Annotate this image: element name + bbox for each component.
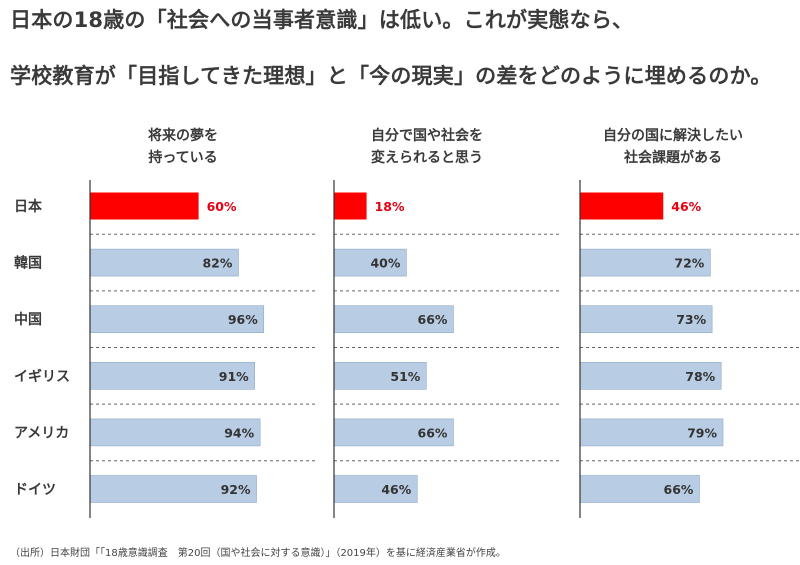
value-label: 66% [418,425,448,440]
value-label: 46% [671,199,701,214]
bar [89,305,265,334]
bar [333,361,427,390]
bar [580,192,664,220]
value-label: 66% [418,312,448,327]
headline-line-2: 学校教育が「目指してきた理想」と「今の現実」の差をどのように埋めるのか。 [10,64,772,88]
value-label: 91% [219,369,249,384]
bar [90,192,199,220]
value-label: 46% [381,482,411,497]
bar [333,475,418,503]
panel-title-line: 自分の国に解決したい [603,127,743,144]
bar [89,361,256,390]
source-note: （出所）日本財団「「18歳意識調査 第20回（国や社会に対する意識）」（2019… [10,548,506,559]
value-label: 51% [390,369,420,384]
panel-title-line: 自分で国や社会を [371,127,483,144]
panel-title-line: 将来の夢を [148,127,218,144]
value-label: 73% [676,312,706,327]
value-label: 72% [674,256,704,271]
bar [579,248,711,277]
value-label: 96% [228,312,258,327]
bar [333,305,454,334]
bar [89,418,261,447]
headline-line-1: 日本の18歳の「社会への当事者意識」は低い。これが実態なら、 [10,8,634,32]
bar [579,305,713,334]
panel-title-line: 社会課題がある [623,149,722,166]
row-label: イギリス [14,368,70,385]
bar [579,418,724,447]
value-label: 79% [687,425,717,440]
row-label: アメリカ [14,425,69,441]
value-label: 94% [224,425,254,440]
row-label: 中国 [14,311,42,328]
bar [334,192,367,220]
value-label: 78% [685,369,715,384]
row-label: 韓国 [14,255,42,272]
value-label: 40% [370,256,400,271]
value-label: 18% [375,199,405,214]
bar [579,475,700,503]
panel-title-line: 変えられると思う [371,149,483,166]
value-label: 92% [221,482,251,497]
value-label: 60% [207,199,237,214]
panel-title-line: 持っている [148,149,217,166]
value-label: 66% [664,482,694,497]
row-label: 日本 [14,198,43,215]
value-label: 82% [202,256,232,271]
bar [579,361,722,390]
bar [333,418,454,447]
bar [333,248,407,277]
row-label: ドイツ [14,482,56,498]
bar [89,475,257,503]
